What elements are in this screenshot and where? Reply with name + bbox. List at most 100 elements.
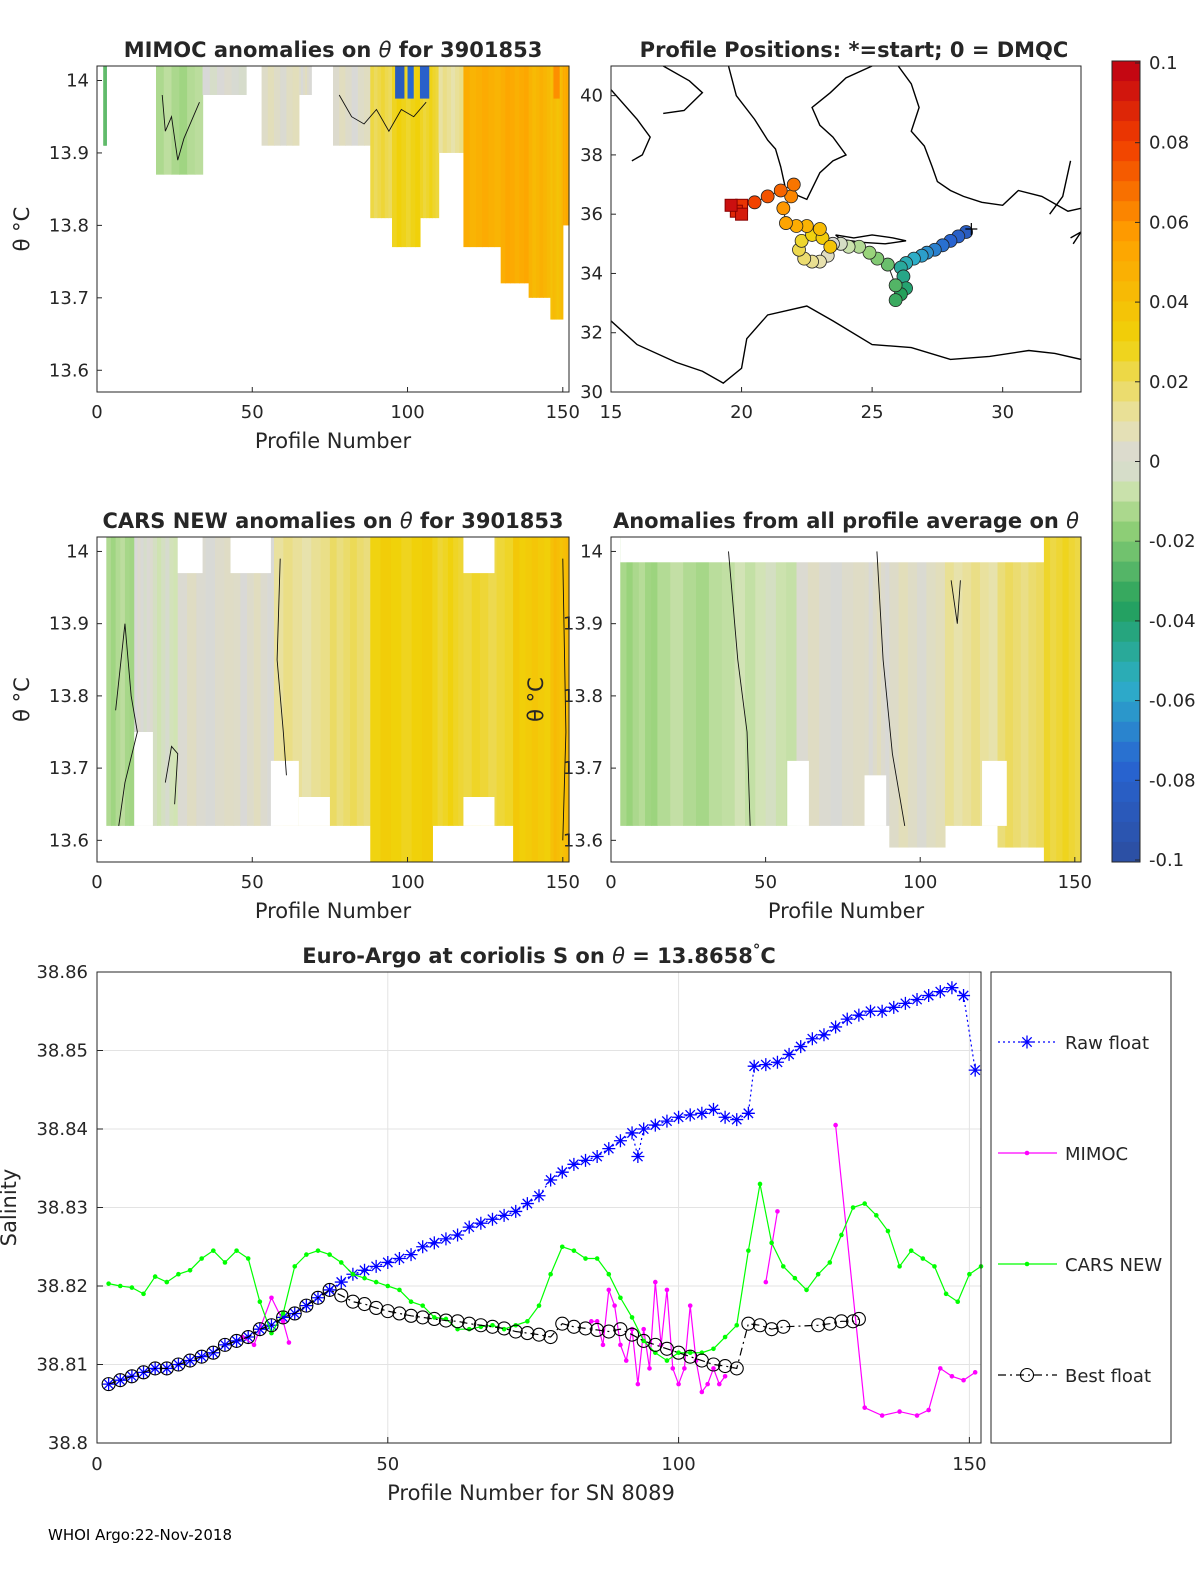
mimoc-cell bbox=[209, 66, 218, 95]
raw-float-point bbox=[276, 1310, 290, 1324]
profile-marker bbox=[888, 293, 903, 308]
cars-cell bbox=[422, 537, 433, 862]
avg-cell bbox=[971, 537, 981, 826]
legend-label: MIMOC bbox=[1065, 1144, 1128, 1165]
mimoc-cell bbox=[523, 66, 530, 284]
mimoc-cell bbox=[298, 66, 302, 95]
mimoc-cell bbox=[333, 66, 340, 146]
raw-float-point bbox=[922, 989, 936, 1003]
colorbar-segment bbox=[1112, 801, 1140, 823]
mimoc-point bbox=[647, 1366, 652, 1371]
mimoc-cell bbox=[105, 66, 107, 146]
cars-new-series bbox=[106, 1181, 984, 1363]
mimoc-cell bbox=[455, 66, 460, 153]
cars-contours bbox=[115, 558, 567, 841]
colorbar-segment bbox=[1112, 141, 1140, 162]
avg-cell bbox=[841, 537, 854, 826]
mimoc-point bbox=[949, 1373, 955, 1379]
cars-cell bbox=[488, 537, 498, 826]
mimoc-point bbox=[600, 1342, 606, 1348]
salinity-ytick-label: 38.8 bbox=[48, 1433, 88, 1454]
start-marker bbox=[965, 223, 978, 235]
salinity-ytick-label: 38.83 bbox=[36, 1198, 88, 1219]
mimoc-cell bbox=[423, 66, 427, 219]
raw-float-point bbox=[1020, 1035, 1034, 1049]
cars-new-point bbox=[722, 1334, 728, 1340]
raw-float-point bbox=[840, 1012, 854, 1026]
mimoc-point bbox=[676, 1381, 681, 1387]
salinity-xtick-label: 0 bbox=[91, 1454, 102, 1475]
colorbar-segment bbox=[1112, 841, 1140, 863]
cars-cell bbox=[124, 537, 131, 826]
mimoc-cell bbox=[163, 66, 173, 175]
best-float-point bbox=[241, 1329, 256, 1345]
mimoc-point bbox=[926, 1407, 931, 1413]
avg-heatmap bbox=[620, 537, 1082, 862]
colorbar-segment bbox=[1112, 501, 1140, 523]
raw-float-point bbox=[555, 1165, 569, 1179]
mimoc-cell bbox=[373, 66, 379, 219]
profile-marker bbox=[880, 257, 895, 272]
avg-gap bbox=[982, 760, 1007, 826]
raw-float-point bbox=[968, 1063, 982, 1077]
cars-cell bbox=[177, 537, 188, 826]
cars-new-point bbox=[373, 1279, 379, 1285]
mimoc-cell bbox=[438, 66, 444, 153]
cars-cell bbox=[479, 537, 489, 826]
legend-entry-cars-new: CARS NEW bbox=[998, 1255, 1162, 1276]
cars-new-point bbox=[629, 1315, 635, 1320]
mimoc-cell bbox=[432, 66, 437, 219]
mimoc-cell bbox=[546, 66, 551, 298]
mimoc-point bbox=[670, 1366, 676, 1371]
cars-new-point bbox=[676, 1350, 681, 1356]
cars-cell bbox=[152, 537, 158, 826]
map-ytick-label: 36 bbox=[580, 204, 603, 225]
cars-cell bbox=[233, 537, 241, 826]
colorbar-segment bbox=[1112, 561, 1140, 583]
mimoc-cell bbox=[410, 66, 416, 248]
cars-new-point bbox=[664, 1358, 670, 1363]
mimoc-cell bbox=[267, 66, 275, 146]
mimoc-xlabel: Profile Number bbox=[255, 429, 412, 453]
raw-float-point bbox=[369, 1259, 383, 1273]
mimoc-cell bbox=[528, 66, 533, 298]
cars-new-point bbox=[362, 1275, 367, 1281]
salinity-ylabel: Salinity bbox=[0, 1169, 21, 1247]
mimoc-cell bbox=[550, 66, 554, 320]
cars-new-point bbox=[129, 1285, 135, 1290]
avg-cell bbox=[696, 537, 710, 826]
cars-contour-line bbox=[562, 558, 567, 841]
colorbar-tick-label: -0.04 bbox=[1149, 611, 1196, 632]
profile-marker bbox=[735, 207, 749, 221]
mimoc-cell bbox=[280, 66, 288, 146]
cars-cell bbox=[553, 537, 558, 862]
avg-cell bbox=[830, 537, 843, 826]
avg-cell bbox=[632, 537, 640, 826]
cars-new-point bbox=[432, 1315, 437, 1320]
legend-box bbox=[990, 971, 1172, 1444]
cars-cell bbox=[544, 537, 551, 862]
mimoc-cell bbox=[429, 66, 433, 219]
raw-float-point bbox=[102, 1377, 116, 1391]
series-line bbox=[108, 1183, 982, 1362]
raw-float-point bbox=[852, 1008, 866, 1022]
cars-new-point bbox=[141, 1291, 146, 1297]
raw-float-point bbox=[532, 1189, 546, 1203]
mimoc-ytick-label: 13.7 bbox=[49, 288, 89, 309]
avg-cell bbox=[670, 537, 684, 826]
mimoc-contours bbox=[161, 94, 427, 161]
legend-entry-best-float: Best float bbox=[998, 1366, 1151, 1387]
map-content bbox=[611, 66, 1081, 384]
mimoc-cell bbox=[261, 66, 269, 146]
raw-float-point bbox=[590, 1149, 604, 1163]
avg-cell bbox=[1012, 537, 1022, 848]
cars-new-point bbox=[315, 1248, 321, 1253]
best-float-point bbox=[718, 1359, 733, 1374]
cars-cell bbox=[437, 537, 444, 826]
mimoc-point bbox=[251, 1342, 257, 1348]
best-float-point bbox=[287, 1306, 302, 1321]
mimoc-point bbox=[612, 1303, 617, 1308]
cars-new-point bbox=[211, 1248, 216, 1253]
cars-new-point bbox=[583, 1256, 588, 1261]
colorbar-segment bbox=[1112, 361, 1140, 382]
